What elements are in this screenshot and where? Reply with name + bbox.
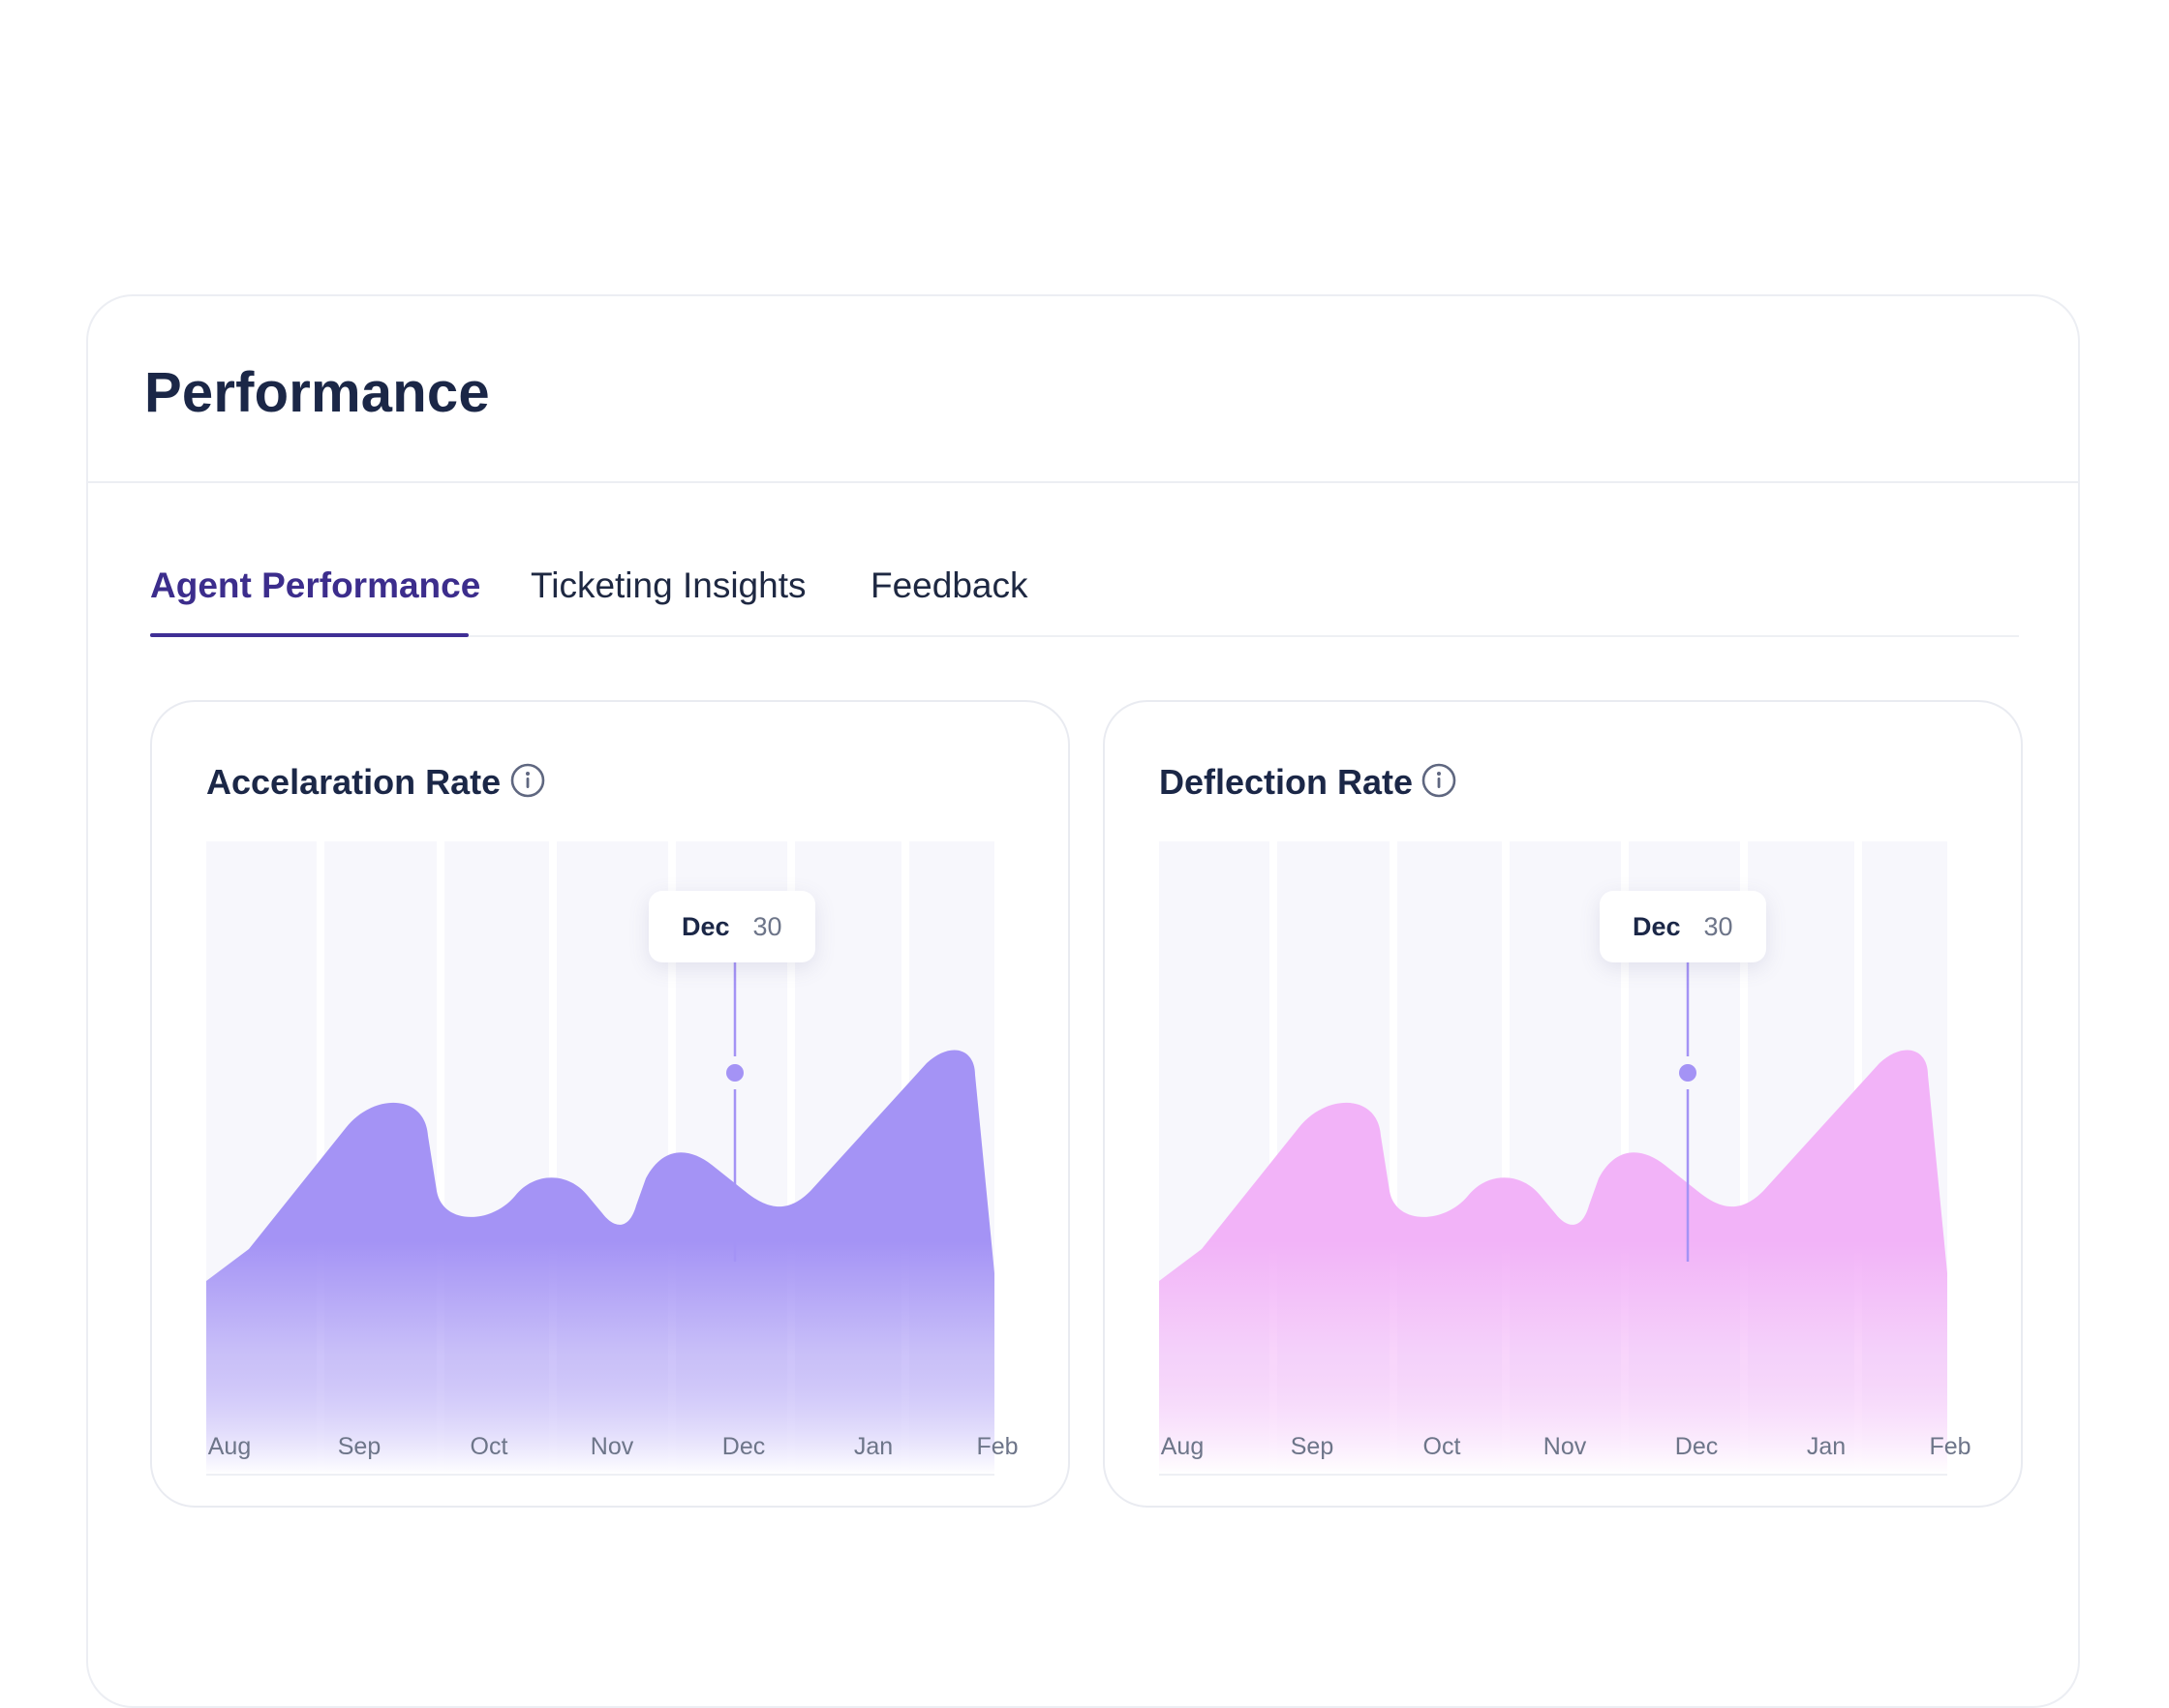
- tooltip-value: 30: [752, 911, 782, 941]
- x-tick-label: Jan: [854, 1433, 893, 1460]
- panel-title: Accelaration Rate: [206, 762, 502, 802]
- active-tab-indicator: [150, 633, 469, 637]
- deflection-rate-chart: Aug Sep Oct Nov Dec Jan Feb: [1159, 841, 1971, 1476]
- x-tick-label: Nov: [1543, 1433, 1587, 1460]
- x-tick-label: Dec: [722, 1433, 765, 1460]
- x-tick-label: Oct: [471, 1433, 508, 1460]
- x-tick-label: Sep: [338, 1433, 381, 1460]
- x-tick-label: Jan: [1807, 1433, 1846, 1460]
- x-tick-label: Sep: [1291, 1433, 1333, 1460]
- deflection-rate-panel: Deflection Rate Aug Sep Oct Nov Dec Jan Feb De…: [1103, 700, 2023, 1508]
- acceleration-rate-panel: Accelaration Rate Aug Sep Oct Nov Dec Jan Feb …: [150, 700, 1070, 1508]
- marker-dot[interactable]: [1679, 1064, 1696, 1082]
- area-series: [1159, 1050, 1947, 1475]
- x-tick-label: Feb: [976, 1433, 1018, 1460]
- tooltip-month: Dec: [1633, 911, 1681, 941]
- x-tick-label: Nov: [591, 1433, 634, 1460]
- x-tick-label: Aug: [1161, 1433, 1204, 1460]
- page-title: Performance: [144, 361, 490, 424]
- marker-dot[interactable]: [726, 1064, 744, 1082]
- acceleration-rate-chart: Aug Sep Oct Nov Dec Jan Feb: [206, 841, 1019, 1476]
- chart-tooltip: Dec 30: [649, 891, 815, 962]
- tooltip-value: 30: [1703, 911, 1733, 941]
- tab-feedback[interactable]: Feedback: [871, 565, 1028, 605]
- tab-agent-performance[interactable]: Agent Performance: [150, 565, 481, 605]
- x-tick-label: Dec: [1675, 1433, 1718, 1460]
- tab-ticketing-insights[interactable]: Ticketing Insights: [531, 565, 807, 605]
- performance-card: Performance Agent Performance Ticketing …: [86, 294, 2080, 1708]
- x-tick-label: Feb: [1929, 1433, 1970, 1460]
- info-icon[interactable]: [1421, 762, 1457, 799]
- x-tick-label: Aug: [208, 1433, 251, 1460]
- panel-title: Deflection Rate: [1159, 762, 1414, 802]
- card-header: Performance: [88, 296, 2078, 483]
- chart-tooltip: Dec 30: [1600, 891, 1766, 962]
- tab-bar: Agent Performance Ticketing Insights Fee…: [150, 546, 2019, 637]
- info-icon[interactable]: [509, 762, 546, 799]
- tooltip-month: Dec: [682, 911, 730, 941]
- x-tick-label: Oct: [1423, 1433, 1461, 1460]
- area-series: [206, 1050, 994, 1475]
